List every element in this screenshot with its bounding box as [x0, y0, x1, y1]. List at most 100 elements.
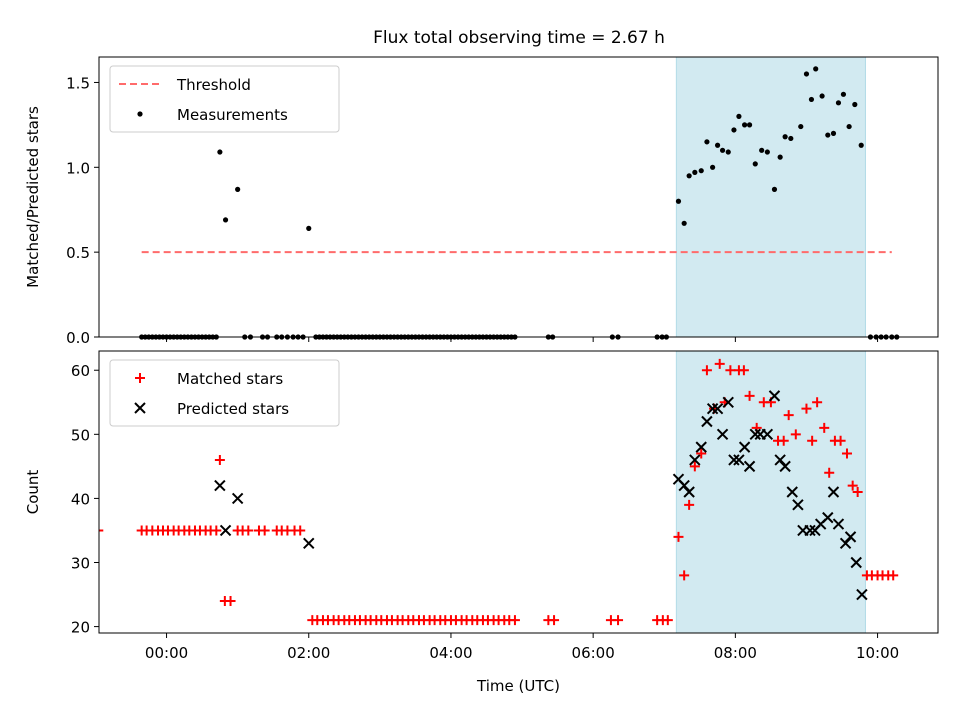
count-x-tick-label: 02:00 [287, 644, 330, 662]
matched-star-point [783, 410, 794, 421]
measurement-point [835, 100, 842, 106]
measurement-point [731, 127, 737, 133]
ratio-y-tick-label: 0.5 [66, 244, 90, 262]
ratio-legend-box [109, 65, 340, 133]
measurement-point [803, 71, 810, 77]
predicted-star-point [231, 492, 244, 505]
predicted-star-point [856, 588, 868, 601]
matched-star-point [613, 615, 624, 626]
count-axes-frame [98, 350, 939, 634]
count-y-tick-label: 20 [71, 619, 90, 637]
matched-star-point [214, 454, 225, 465]
count-legend: Matched stars Predicted stars [109, 359, 340, 427]
matched-star-point [696, 448, 707, 459]
count-panel: 20 30 40 50 60 00:00 02:00 04:00 06:00 08:00 10:00… [24, 350, 939, 695]
count-x-tick-label: 10:00 [856, 644, 899, 662]
ratio-legend-label: Measurements [177, 106, 288, 124]
measurement-point [306, 225, 312, 231]
matched-star-point [841, 448, 852, 459]
predicted-star-point [689, 454, 701, 466]
count-y-tick-label: 50 [71, 426, 90, 444]
count-x-tick-label: 08:00 [714, 644, 757, 662]
predicted-star-point [716, 428, 729, 441]
matched-star-point [243, 525, 254, 536]
measurement-point [808, 96, 815, 103]
predicted-star-point [738, 441, 751, 453]
predicted-star-point [822, 511, 834, 524]
predicted-star-point [743, 460, 756, 473]
ratio-y-tick-label: 0.0 [66, 329, 90, 347]
count-y-tick-label: 30 [71, 555, 90, 573]
count-x-tick-label: 04:00 [429, 644, 472, 662]
predicted-star-point [728, 454, 740, 466]
matched-star-point [744, 390, 755, 401]
measurement-point [746, 122, 753, 128]
measurement-point [819, 93, 825, 99]
matched-star-point [835, 435, 846, 446]
count-axis-ticks: 20 30 40 50 60 00:00 02:00 04:00 06:00 08:00 10:00 [71, 362, 899, 662]
matched-star-point [295, 525, 306, 536]
ratio-highlight-layer [675, 56, 866, 338]
predicted-star-point [844, 531, 857, 543]
measurement-point [764, 149, 770, 155]
ratio-y-axis-label: Matched/Predicted stars [24, 106, 42, 288]
predicted-star-point [722, 396, 734, 408]
ratio-axes-frame [98, 56, 939, 338]
measurement-point [852, 101, 858, 108]
matched-star-point [679, 570, 690, 581]
count-y-tick-label: 60 [71, 362, 90, 380]
predicted-star-point [701, 415, 713, 428]
predicted-star-point [804, 524, 816, 537]
measurement-point [714, 142, 721, 148]
measurement-point [759, 147, 765, 153]
count-legend-label: Matched stars [177, 370, 283, 388]
predicted-star-point [683, 486, 695, 498]
matched-star-point [662, 615, 673, 626]
count-y-axis-label: Count [24, 470, 42, 515]
figure-title: Flux total observing time = 2.67 h [373, 28, 665, 48]
measurement-point [840, 91, 847, 97]
predicted-star-point [832, 518, 845, 530]
matched-star-point [888, 570, 899, 581]
predicted-star-point [768, 390, 781, 402]
predicted-star-point [761, 428, 774, 441]
legend-predicted-swatch [134, 402, 146, 414]
count-legend-box [109, 359, 340, 427]
matched-star-point [824, 467, 835, 478]
measurement-point [782, 134, 788, 140]
predicted-star-point [214, 479, 226, 492]
predicted-star-point [839, 537, 852, 549]
measurement-point [704, 139, 710, 145]
predicted-star-point [695, 441, 707, 453]
predicted-star-point [774, 454, 786, 466]
measurement-point [217, 149, 223, 155]
matched-star-point [812, 397, 823, 408]
measurement-point [830, 130, 837, 136]
ratio-y-tick-label: 1.5 [66, 74, 90, 92]
measurement-point [742, 122, 748, 128]
measurement-point [710, 164, 716, 170]
measurement-point [235, 186, 241, 192]
measurement-point [813, 66, 819, 72]
matched-star-point [689, 461, 700, 472]
measurement-point [719, 147, 726, 153]
matched-star-point [852, 487, 863, 497]
count-y-tick-label: 40 [71, 490, 90, 508]
matched-star-point [211, 525, 222, 536]
predicted-star-point [779, 460, 791, 473]
legend-measurements-swatch [137, 111, 143, 117]
count-data-marks [99, 358, 899, 626]
predicted-star-point [786, 486, 798, 498]
matched-star-point [819, 422, 830, 433]
ratio-axis-ticks: 0.0 0.5 1.0 1.5 [66, 74, 879, 347]
measurement-point [681, 220, 687, 226]
matched-star-point [99, 525, 104, 536]
measurement-point [777, 154, 783, 160]
matched-star-point [684, 499, 695, 510]
ratio-observing-span [675, 56, 866, 338]
predicted-star-point [827, 486, 840, 498]
matched-star-point [701, 365, 712, 376]
predicted-star-point [678, 479, 690, 492]
measurement-point [675, 198, 682, 204]
predicted-star-point [303, 537, 315, 549]
